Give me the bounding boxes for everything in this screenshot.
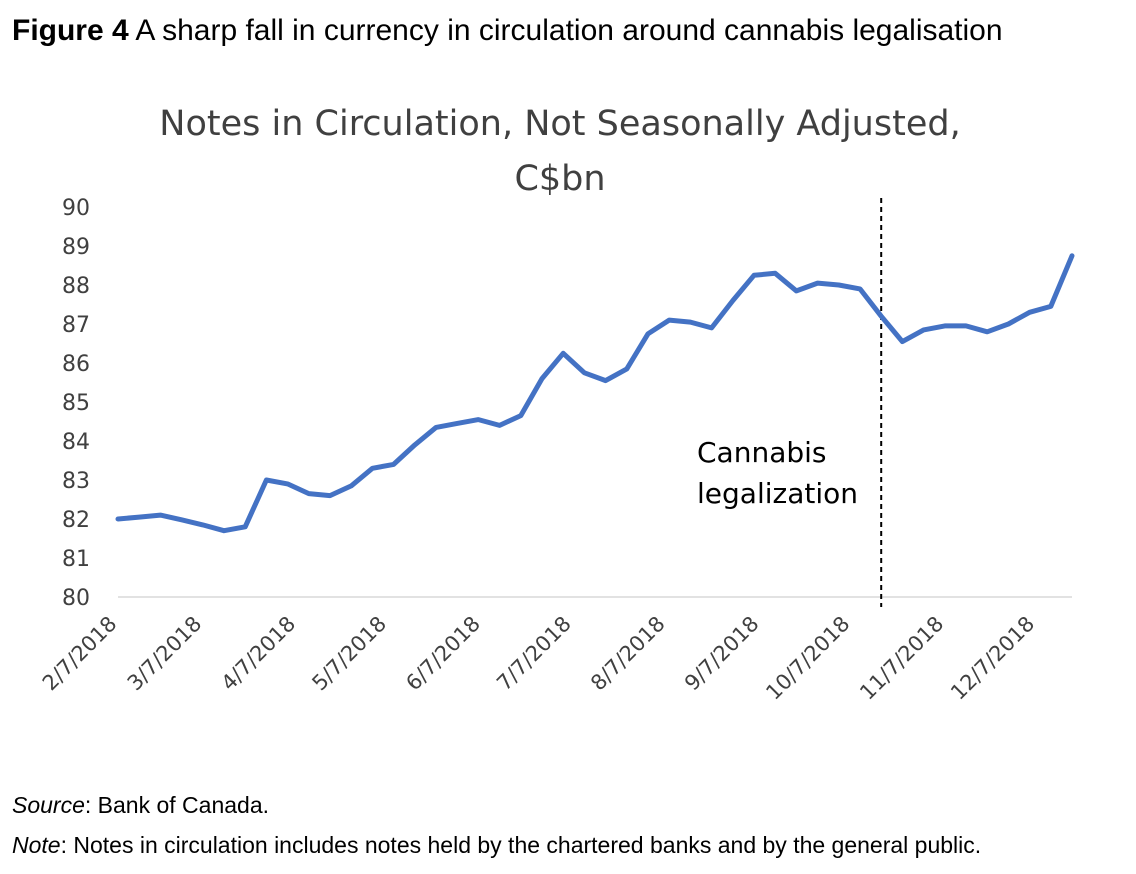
y-axis: 80 81 82 83 84 85 86 87 88 89 90 xyxy=(62,196,90,611)
x-axis: 2/7/2018 3/7/2018 4/7/2018 5/7/2018 6/7/2018… xyxy=(38,596,1072,705)
x-tick-label: 4/7/2018 xyxy=(217,612,301,696)
y-tick-label: 84 xyxy=(62,430,90,455)
figure-caption: A sharp fall in currency in circulation … xyxy=(135,14,1003,47)
annotation-line1: Cannabis xyxy=(697,436,827,469)
y-tick-label: 82 xyxy=(62,508,90,533)
series-group xyxy=(115,253,1075,534)
series-line xyxy=(115,253,1075,534)
y-tick-label: 81 xyxy=(62,547,90,572)
y-tick-label: 86 xyxy=(62,352,90,377)
x-tick-label: 3/7/2018 xyxy=(123,612,207,696)
x-tick-label: 12/7/2018 xyxy=(946,612,1039,705)
line-chart: Notes in Circulation, Not Seasonally Adj… xyxy=(38,104,1075,705)
y-tick-label: 90 xyxy=(62,196,90,221)
y-tick-label: 89 xyxy=(62,235,90,260)
x-tick-label: 10/7/2018 xyxy=(761,612,854,705)
y-tick-label: 83 xyxy=(62,469,90,494)
x-tick-label: 8/7/2018 xyxy=(586,612,670,696)
x-tick-label: 2/7/2018 xyxy=(38,612,122,696)
note-key: Note xyxy=(12,832,61,858)
note-text: : Notes in circulation includes notes he… xyxy=(60,832,982,858)
note-footnote: Note: Notes in circulation includes note… xyxy=(12,832,981,859)
chart-title-line2: C$bn xyxy=(514,159,605,199)
chart-area: Notes in Circulation, Not Seasonally Adj… xyxy=(0,80,1136,780)
x-tick-label: 5/7/2018 xyxy=(307,612,391,696)
figure-heading: Figure 4 A sharp fall in currency in cir… xyxy=(12,14,1003,48)
y-tick-label: 87 xyxy=(62,313,90,338)
y-tick-label: 80 xyxy=(62,586,90,611)
annotation-line2: legalization xyxy=(697,477,858,510)
source-text: : Bank of Canada. xyxy=(84,792,269,818)
x-tick-label: 9/7/2018 xyxy=(680,612,764,696)
source-footnote: Source: Bank of Canada. xyxy=(12,792,269,819)
y-tick-label: 88 xyxy=(62,274,90,299)
x-tick-label: 11/7/2018 xyxy=(855,612,948,705)
x-tick-label: 6/7/2018 xyxy=(401,612,485,696)
y-tick-label: 85 xyxy=(62,391,90,416)
source-key: Source xyxy=(12,792,85,818)
figure-label: Figure 4 xyxy=(12,14,129,47)
x-tick-label: 7/7/2018 xyxy=(492,612,576,696)
chart-title-line1: Notes in Circulation, Not Seasonally Adj… xyxy=(159,104,960,144)
